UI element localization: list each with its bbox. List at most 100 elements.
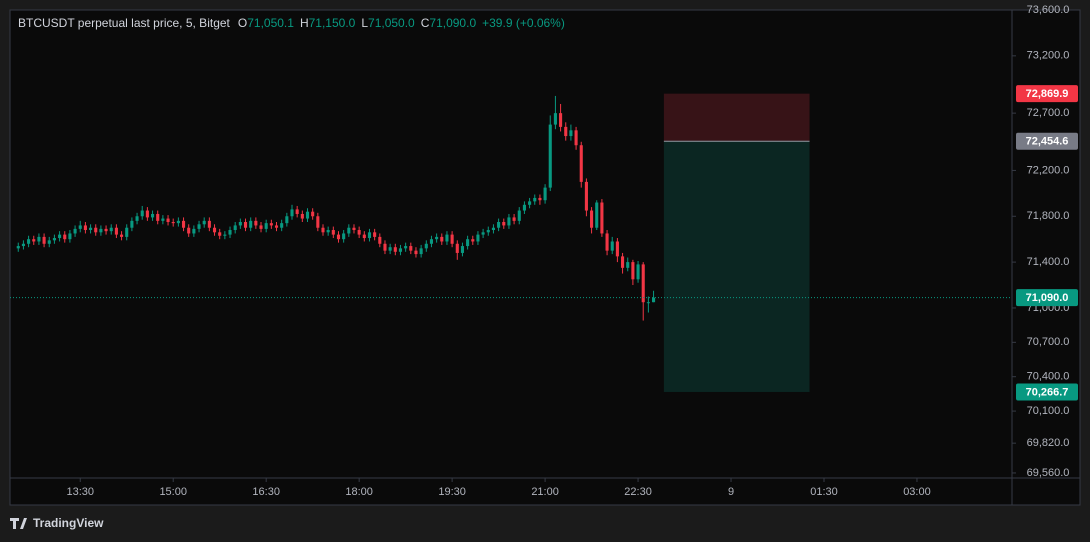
candle-body (610, 241, 614, 251)
candle-body (120, 234, 124, 237)
candle-body (579, 145, 583, 182)
plot: 73,600.0 73,200.0 72,700.0 72,200.0 71,800.0… (10, 4, 1078, 498)
entry-price-tag-bg (1016, 132, 1078, 150)
candle-body (548, 124, 552, 188)
candle-body (83, 225, 87, 231)
candle-body (590, 210, 594, 228)
candle-body (331, 230, 335, 235)
candle-body (435, 236, 439, 240)
legend-change: +39.9 (+0.06%) (482, 16, 565, 30)
y-tick-label: 69,820.0 (1027, 437, 1070, 449)
candle-body (156, 213, 160, 221)
candle-body (47, 240, 51, 244)
legend-key: C (421, 16, 430, 30)
candle-body (21, 243, 25, 247)
candle-body (502, 221, 506, 226)
candle-body (466, 239, 470, 247)
y-tick-label: 71,800.0 (1027, 210, 1070, 222)
y-tick-label: 73,200.0 (1027, 50, 1070, 62)
x-tick-label: 9 (728, 486, 734, 498)
y-tick-label: 73,600.0 (1027, 4, 1070, 16)
legend-value: 71,090.0 (429, 16, 476, 30)
candle-body (584, 181, 588, 211)
candle-body (295, 209, 299, 214)
candle-body (321, 227, 325, 233)
x-tick-label: 18:00 (345, 486, 373, 498)
legend-key: L (361, 16, 368, 30)
candle-body (481, 232, 485, 235)
candle-body (140, 210, 144, 217)
candle-body (559, 113, 563, 127)
candle-body (569, 130, 573, 137)
y-tick-label: 70,400.0 (1027, 371, 1070, 383)
brand-logo: TradingView (10, 516, 104, 530)
candle-body (42, 236, 46, 244)
candle-body (151, 213, 155, 218)
y-tick-label: 69,560.0 (1027, 467, 1070, 479)
y-tick-label: 71,400.0 (1027, 256, 1070, 268)
candle-body (367, 232, 372, 239)
candle-body (652, 297, 656, 303)
legend-key: H (300, 16, 309, 30)
candle-body (450, 234, 454, 244)
candle-body (52, 238, 56, 241)
candle-body (636, 264, 640, 280)
candle-body (600, 202, 604, 234)
candle-body (125, 227, 129, 237)
candle-body (347, 227, 351, 234)
candle-body (311, 211, 315, 217)
candle-body (37, 236, 41, 242)
candle-body (207, 220, 211, 228)
candle-body (362, 234, 366, 239)
candle-body (476, 234, 480, 242)
candle-body (522, 204, 526, 211)
candle-body (16, 246, 20, 249)
candle-body (595, 202, 599, 228)
candle-body (553, 113, 557, 125)
candle-body (574, 130, 578, 146)
candle-body (238, 221, 242, 226)
candle-body (269, 223, 273, 226)
candle-body (176, 220, 180, 224)
pane (9, 9, 1081, 506)
candle-body (528, 201, 532, 205)
candle-body (517, 210, 521, 221)
candle-body (280, 223, 284, 228)
candle-body (414, 250, 418, 255)
x-tick-label: 22:30 (624, 486, 652, 498)
candle-body (538, 197, 542, 201)
candle-body (233, 225, 237, 231)
candle-body (621, 256, 625, 268)
candle-body (393, 247, 397, 252)
candle-body (388, 247, 392, 251)
candle-body (316, 216, 320, 228)
candle-body (512, 217, 516, 221)
candle-body (285, 216, 289, 224)
candle-body (378, 236, 382, 244)
candle-body (197, 224, 201, 229)
candle-body (228, 230, 232, 235)
candle-body (533, 197, 537, 202)
x-tick-label: 16:30 (252, 486, 280, 498)
candle-body (631, 262, 635, 280)
candle-body (342, 233, 346, 240)
candle-body (274, 225, 279, 228)
candle-body (440, 236, 444, 242)
candle-body (259, 225, 263, 229)
candle-body (135, 216, 139, 221)
last-price-tag: 71,090.0 (1026, 292, 1069, 304)
legend-value: 71,050.1 (247, 16, 294, 30)
candle-body (27, 239, 31, 244)
candle-body (398, 248, 403, 252)
candle-body (145, 210, 149, 218)
candle-body (254, 220, 258, 226)
x-tick-label: 01:30 (810, 486, 838, 498)
candle-body (357, 230, 361, 235)
y-tick-label: 72,700.0 (1027, 107, 1070, 119)
x-tick-label: 03:00 (903, 486, 931, 498)
candle-body (290, 209, 294, 217)
target-price-tag: 70,266.7 (1026, 386, 1069, 398)
candle-body (471, 239, 475, 242)
target-price-tag-bg (1016, 383, 1078, 401)
